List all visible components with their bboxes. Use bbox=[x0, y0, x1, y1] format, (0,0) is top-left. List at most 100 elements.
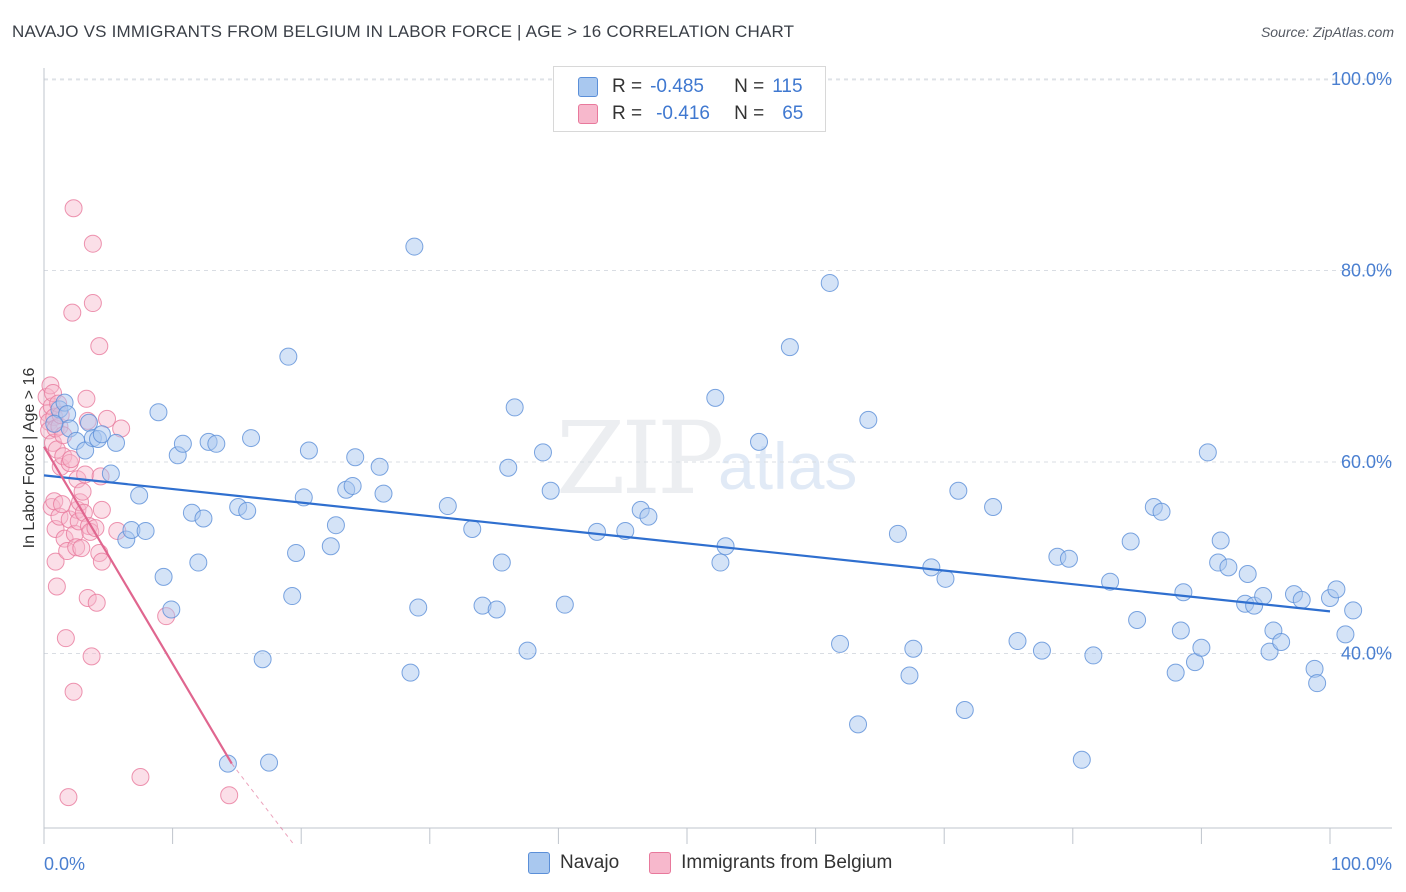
tick-labels: 40.0% 60.0% 80.0% 100.0% 0.0% 100.0% In Labor … bbox=[21, 69, 1392, 874]
navajo-point bbox=[287, 543, 306, 562]
y-axis-label: In Labor Force | Age > 16 bbox=[21, 368, 38, 549]
navajo-point bbox=[253, 650, 272, 669]
belgium-swatch-icon bbox=[578, 104, 598, 124]
navajo-point bbox=[1327, 580, 1346, 599]
navajo-point bbox=[1171, 621, 1190, 640]
navajo-point bbox=[541, 481, 560, 500]
watermark-atlas: atlas bbox=[718, 429, 858, 503]
x-tick-label: 100.0% bbox=[1331, 854, 1392, 874]
navajo-point bbox=[409, 598, 428, 617]
navajo-point bbox=[370, 457, 389, 476]
belgium-point bbox=[83, 294, 102, 313]
navajo-point bbox=[849, 715, 868, 734]
navajo-point bbox=[1211, 531, 1230, 550]
navajo-point bbox=[1072, 750, 1091, 769]
belgium-point bbox=[59, 788, 78, 807]
navajo-square-icon bbox=[528, 852, 550, 874]
legend-r-label: R = bbox=[612, 76, 643, 97]
navajo-point bbox=[639, 507, 658, 526]
navajo-point bbox=[1308, 674, 1327, 693]
navajo-point bbox=[401, 663, 420, 682]
legend-n-label: N = bbox=[734, 76, 765, 97]
navajo-point bbox=[101, 464, 120, 483]
navajo-point bbox=[1192, 638, 1211, 657]
navajo-point bbox=[405, 237, 424, 256]
belgium-point bbox=[90, 337, 109, 356]
navajo-point bbox=[888, 524, 907, 543]
legend-row-belgium: R = -0.416 N = 65 bbox=[578, 101, 803, 127]
axes bbox=[43, 68, 1392, 844]
navajo-point bbox=[1344, 601, 1363, 620]
navajo-point bbox=[1121, 532, 1140, 551]
belgium-point bbox=[53, 495, 72, 514]
legend-label-belgium: Immigrants from Belgium bbox=[681, 852, 893, 873]
belgium-point bbox=[86, 519, 105, 538]
navajo-point bbox=[346, 448, 365, 467]
belgium-point bbox=[92, 552, 111, 571]
navajo-point bbox=[1032, 641, 1051, 660]
watermark-zip: ZIP bbox=[556, 400, 724, 517]
navajo-point bbox=[1166, 663, 1185, 682]
navajo-point bbox=[904, 639, 923, 658]
y-tick-label: 100.0% bbox=[1331, 69, 1392, 89]
belgium-trend-extension bbox=[231, 763, 294, 845]
navajo-point bbox=[499, 458, 518, 477]
navajo-point bbox=[1101, 572, 1120, 591]
navajo-point bbox=[321, 537, 340, 556]
navajo-point bbox=[533, 443, 552, 462]
legend-item-navajo[interactable]: Navajo bbox=[528, 852, 619, 874]
navajo-point bbox=[984, 498, 1003, 517]
navajo-point bbox=[492, 553, 511, 572]
chart-title: NAVAJO VS IMMIGRANTS FROM BELGIUM IN LAB… bbox=[12, 22, 795, 41]
belgium-point bbox=[220, 786, 239, 805]
navajo-point bbox=[1128, 610, 1147, 629]
belgium-point bbox=[77, 389, 96, 408]
legend-n-label: N = bbox=[734, 103, 765, 124]
belgium-point bbox=[64, 199, 83, 218]
navajo-point bbox=[173, 434, 192, 453]
legend-r-value: -0.416 bbox=[656, 103, 710, 124]
navajo-point bbox=[1219, 558, 1238, 577]
navajo-point bbox=[831, 634, 850, 653]
navajo-point bbox=[189, 553, 208, 572]
navajo-point bbox=[820, 273, 839, 292]
navajo-point bbox=[279, 347, 298, 366]
navajo-point bbox=[750, 432, 769, 451]
navajo-point bbox=[1272, 633, 1291, 652]
navajo-point bbox=[162, 600, 181, 619]
navajo-point bbox=[1198, 443, 1217, 462]
navajo-point bbox=[518, 641, 537, 660]
navajo-point bbox=[487, 600, 506, 619]
navajo-point bbox=[260, 753, 279, 772]
belgium-point bbox=[72, 539, 91, 558]
trend-lines bbox=[43, 446, 1331, 845]
belgium-trend-line bbox=[43, 446, 233, 765]
navajo-point bbox=[92, 425, 111, 444]
source-label: Source: ZipAtlas.com bbox=[1260, 24, 1394, 40]
legend-row-navajo: R = -0.485 N = 115 bbox=[578, 74, 803, 100]
legend-n-value: 115 bbox=[772, 76, 803, 97]
navajo-point bbox=[299, 441, 318, 460]
belgium-point bbox=[87, 593, 106, 612]
navajo-point bbox=[859, 410, 878, 429]
navajo-point bbox=[194, 509, 213, 528]
belgium-point bbox=[71, 493, 90, 512]
belgium-point bbox=[83, 234, 102, 253]
belgium-point bbox=[131, 768, 150, 787]
navajo-point bbox=[1336, 625, 1355, 644]
navajo-point bbox=[555, 595, 574, 614]
y-tick-label: 40.0% bbox=[1341, 644, 1392, 664]
navajo-point bbox=[1174, 583, 1193, 602]
navajo-trend-line bbox=[43, 474, 1331, 613]
navajo-point bbox=[587, 522, 606, 541]
legend-item-belgium[interactable]: Immigrants from Belgium bbox=[649, 852, 892, 874]
belgium-point bbox=[64, 682, 83, 701]
navajo-point bbox=[1260, 642, 1279, 661]
navajo-point bbox=[438, 497, 457, 516]
navajo-point bbox=[238, 501, 257, 520]
navajo-point bbox=[711, 553, 730, 572]
belgium-point bbox=[73, 482, 92, 501]
x-tick-label: 0.0% bbox=[44, 854, 85, 874]
navajo-point bbox=[949, 481, 968, 500]
